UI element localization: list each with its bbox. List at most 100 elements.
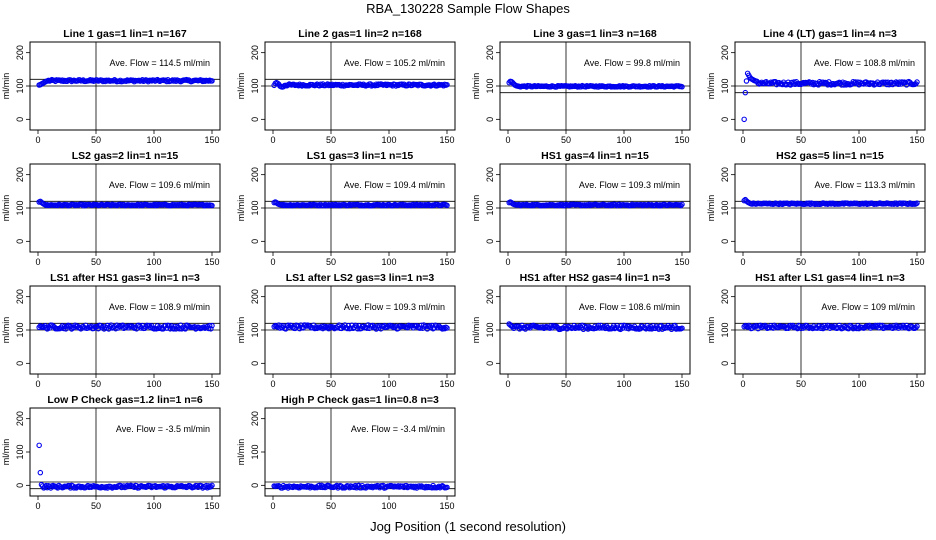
data-points bbox=[271, 322, 450, 332]
data-point bbox=[444, 202, 450, 209]
data-point bbox=[679, 84, 685, 90]
x-tick-label: 150 bbox=[909, 135, 924, 145]
x-tick-label: 50 bbox=[91, 135, 101, 145]
x-tick-label: 0 bbox=[740, 257, 745, 267]
y-axis-label: ml/min bbox=[471, 317, 481, 344]
y-tick-label: 200 bbox=[485, 167, 495, 182]
data-point bbox=[741, 116, 747, 123]
x-tick-label: 100 bbox=[616, 135, 631, 145]
y-tick-label: 200 bbox=[15, 167, 25, 182]
panel-13: Low P Check gas=1.2 lin=1 n=6 0 100 200 ml/m… bbox=[1, 394, 221, 511]
y-tick-label: 200 bbox=[250, 289, 260, 304]
x-tick-label: 100 bbox=[616, 379, 631, 389]
ave-flow-annotation: Ave. Flow = 105.2 ml/min bbox=[344, 58, 445, 68]
y-tick-label: 200 bbox=[15, 289, 25, 304]
data-point bbox=[206, 322, 213, 329]
y-tick-label: 0 bbox=[485, 117, 495, 122]
x-tick-label: 0 bbox=[270, 257, 275, 267]
x-tick-label: 100 bbox=[146, 501, 161, 511]
x-tick-label: 50 bbox=[796, 379, 806, 389]
data-point bbox=[679, 201, 685, 208]
y-tick-label: 200 bbox=[15, 45, 25, 60]
data-point bbox=[36, 442, 42, 449]
panel-title: HS1 after LS1 gas=4 lin=1 n=3 bbox=[755, 272, 905, 284]
data-point bbox=[119, 484, 126, 490]
x-tick-label: 0 bbox=[505, 379, 510, 389]
y-tick-label: 200 bbox=[720, 289, 730, 304]
y-axis-label: ml/min bbox=[706, 195, 716, 222]
ave-flow-annotation: Ave. Flow = 99.8 ml/min bbox=[584, 58, 680, 68]
data-point bbox=[914, 200, 920, 206]
ave-flow-annotation: Ave. Flow = 109.3 ml/min bbox=[344, 302, 445, 312]
panel-6: LS1 gas=3 lin=1 n=15 0 100 200 ml/min 0 50 100 1… bbox=[236, 150, 456, 267]
data-point bbox=[347, 325, 354, 331]
y-axis-label: ml/min bbox=[471, 73, 481, 100]
data-point bbox=[208, 326, 214, 332]
panel-title: Line 4 (LT) gas=1 lin=4 n=3 bbox=[763, 28, 897, 40]
data-point bbox=[400, 483, 406, 489]
data-point bbox=[417, 325, 424, 331]
y-axis-label: ml/min bbox=[471, 195, 481, 222]
y-axis-label: ml/min bbox=[1, 195, 11, 222]
x-tick-label: 50 bbox=[326, 257, 336, 267]
y-tick-label: 200 bbox=[720, 45, 730, 60]
x-tick-label: 100 bbox=[146, 135, 161, 145]
x-tick-label: 0 bbox=[505, 257, 510, 267]
x-axis-title: Jog Position (1 second resolution) bbox=[370, 519, 566, 534]
plot-frame bbox=[264, 407, 456, 497]
data-point bbox=[660, 324, 667, 330]
x-tick-label: 150 bbox=[439, 135, 454, 145]
y-axis-label: ml/min bbox=[706, 317, 716, 344]
panel-title: HS1 gas=4 lin=1 n=15 bbox=[541, 150, 649, 162]
data-point bbox=[444, 325, 450, 331]
ave-flow-annotation: Ave. Flow = -3.5 ml/min bbox=[116, 424, 210, 434]
data-point bbox=[271, 323, 277, 330]
y-tick-label: 0 bbox=[250, 117, 260, 122]
y-tick-label: 0 bbox=[250, 361, 260, 366]
panel-7: HS1 gas=4 lin=1 n=15 0 100 200 ml/min 0 50 100 1… bbox=[471, 150, 691, 267]
data-points bbox=[271, 79, 450, 90]
data-point bbox=[845, 81, 852, 87]
data-points bbox=[36, 442, 215, 491]
ave-flow-annotation: Ave. Flow = 108.6 ml/min bbox=[579, 302, 680, 312]
data-point bbox=[167, 326, 173, 332]
x-tick-label: 150 bbox=[674, 257, 689, 267]
y-tick-label: 100 bbox=[15, 322, 25, 337]
y-tick-label: 100 bbox=[485, 322, 495, 337]
y-tick-label: 100 bbox=[250, 200, 260, 215]
ave-flow-annotation: Ave. Flow = 108.9 ml/min bbox=[109, 302, 210, 312]
data-point bbox=[327, 323, 333, 330]
y-tick-label: 0 bbox=[485, 239, 495, 244]
data-point bbox=[743, 78, 750, 84]
x-tick-label: 150 bbox=[204, 135, 219, 145]
x-tick-label: 50 bbox=[326, 379, 336, 389]
x-tick-label: 100 bbox=[851, 257, 866, 267]
ave-flow-annotation: Ave. Flow = 109 ml/min bbox=[821, 302, 915, 312]
panel-title: Low P Check gas=1.2 lin=1 n=6 bbox=[47, 394, 202, 406]
y-tick-label: 100 bbox=[720, 78, 730, 93]
y-tick-label: 0 bbox=[15, 361, 25, 366]
data-point bbox=[837, 324, 844, 331]
x-tick-label: 150 bbox=[909, 379, 924, 389]
y-axis-label: ml/min bbox=[1, 317, 11, 344]
data-point bbox=[201, 324, 207, 330]
y-tick-label: 100 bbox=[250, 444, 260, 459]
x-tick-label: 50 bbox=[561, 135, 571, 145]
data-point bbox=[209, 322, 215, 329]
y-tick-label: 100 bbox=[15, 78, 25, 93]
x-tick-label: 150 bbox=[204, 501, 219, 511]
panel-10: LS1 after LS2 gas=3 lin=1 n=3 0 100 200 ml/m… bbox=[236, 272, 456, 389]
x-tick-label: 0 bbox=[740, 379, 745, 389]
panel-8: HS2 gas=5 lin=1 n=15 0 100 200 ml/min 0 50 100 1… bbox=[706, 150, 926, 267]
x-tick-label: 50 bbox=[796, 257, 806, 267]
data-points bbox=[741, 322, 920, 332]
x-tick-label: 0 bbox=[505, 135, 510, 145]
panel-12: HS1 after LS1 gas=4 lin=1 n=3 0 100 200 ml/m… bbox=[706, 272, 926, 389]
ave-flow-annotation: Ave. Flow = -3.4 ml/min bbox=[351, 424, 445, 434]
y-tick-label: 200 bbox=[250, 45, 260, 60]
x-tick-label: 150 bbox=[204, 257, 219, 267]
x-tick-label: 50 bbox=[91, 379, 101, 389]
data-point bbox=[440, 83, 447, 89]
data-point bbox=[851, 80, 858, 86]
